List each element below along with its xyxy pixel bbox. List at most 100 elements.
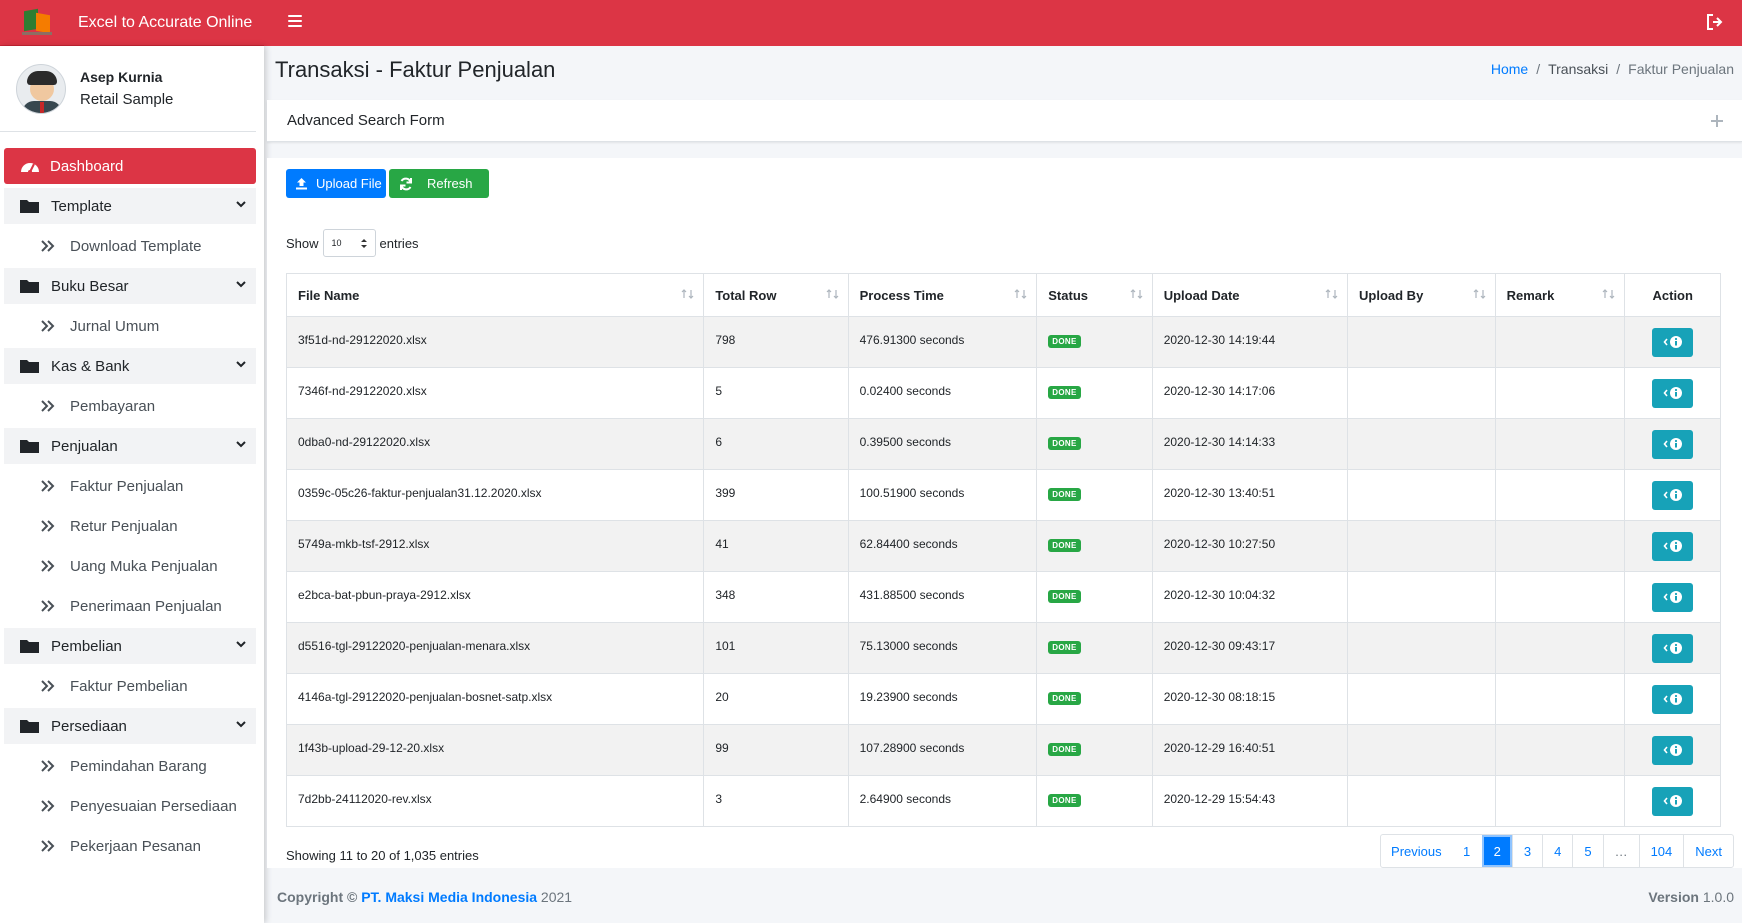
sidebar-group-penjualan[interactable]: Penjualan — [4, 428, 256, 464]
sidebar-item-retur-penjualan[interactable]: Retur Penjualan — [4, 508, 256, 544]
user-role: Retail Sample — [80, 91, 174, 108]
detail-button[interactable] — [1652, 786, 1694, 816]
sidebar-item-penyesuaian-persediaan[interactable]: Penyesuaian Persediaan — [4, 788, 256, 824]
column-header-total-row[interactable]: Total Row — [703, 273, 849, 317]
column-header-upload-by[interactable]: Upload By — [1347, 273, 1496, 317]
action-cell — [1624, 367, 1721, 419]
sidebar-item-download-template[interactable]: Download Template — [4, 228, 256, 264]
column-header-upload-date[interactable]: Upload Date — [1151, 273, 1349, 317]
total-row-cell: 6 — [703, 418, 849, 470]
sidebar-group-pembelian[interactable]: Pembelian — [4, 628, 256, 664]
file-name-cell: d5516-tgl-29122020-penjualan-menara.xlsx — [285, 622, 705, 674]
detail-button[interactable] — [1652, 480, 1694, 510]
sidebar-item-label: Download Template — [70, 237, 202, 255]
pagination-previous[interactable]: Previous — [1391, 843, 1442, 859]
process-time-cell: 107.28900 seconds — [847, 724, 1038, 776]
detail-button[interactable] — [1652, 735, 1694, 765]
detail-button[interactable] — [1652, 378, 1694, 408]
sidebar-item-label: Uang Muka Penjualan — [70, 557, 218, 575]
info-icon — [1663, 795, 1682, 807]
status-badge: DONE — [1048, 436, 1081, 450]
file-name-cell: 3f51d-nd-29122020.xlsx — [285, 316, 705, 368]
pagination-page[interactable]: 2 — [1481, 835, 1512, 867]
table-row: 0dba0-nd-29122020.xlsx 6 0.39500 seconds DO… — [285, 418, 1721, 470]
column-header-status[interactable]: Status — [1036, 273, 1153, 317]
upload-date-cell: 2020-12-30 14:19:44 — [1151, 316, 1349, 368]
sort-icon — [1130, 289, 1143, 299]
logout-icon[interactable] — [1706, 14, 1724, 30]
pagination-page[interactable]: 5 — [1572, 835, 1602, 867]
hamburger-menu-icon[interactable] — [288, 15, 302, 27]
detail-button[interactable] — [1652, 633, 1694, 663]
sidebar-group-kas-bank[interactable]: Kas & Bank — [4, 348, 256, 384]
file-name-cell: 7d2bb-24112020-rev.xlsx — [285, 775, 705, 827]
sidebar-item-pemindahan-barang[interactable]: Pemindahan Barang — [4, 748, 256, 784]
sidebar-item-faktur-pembelian[interactable]: Faktur Pembelian — [4, 668, 256, 704]
detail-button[interactable] — [1652, 684, 1694, 714]
double-chevron-right-icon — [41, 840, 55, 852]
file-name-cell: 7346f-nd-29122020.xlsx — [285, 367, 705, 419]
pagination: Previous 1 2 3 4 5… 104 Next — [1380, 834, 1734, 868]
folder-icon — [20, 280, 39, 293]
detail-button[interactable] — [1652, 327, 1694, 357]
refresh-button[interactable]: Refresh — [389, 169, 489, 198]
sidebar-group-template[interactable]: Template — [4, 188, 256, 224]
action-cell — [1624, 775, 1721, 827]
action-cell — [1624, 316, 1721, 368]
status-badge: DONE — [1048, 742, 1081, 756]
remark-cell — [1494, 775, 1626, 827]
pagination-next[interactable]: Next — [1683, 835, 1733, 867]
sidebar-item-jurnal-umum[interactable]: Jurnal Umum — [4, 308, 256, 344]
version-label: Version — [1648, 889, 1699, 905]
status-badge: DONE — [1048, 487, 1081, 501]
entries-select[interactable]: 10 — [322, 229, 376, 257]
sidebar-item-uang-muka-penjualan[interactable]: Uang Muka Penjualan — [4, 548, 256, 584]
sidebar-group-label: Penjualan — [51, 437, 118, 455]
table-row: 3f51d-nd-29122020.xlsx 798 476.91300 secon… — [285, 316, 1721, 368]
pagination-page[interactable]: 1 — [1463, 843, 1471, 859]
table-row: 7d2bb-24112020-rev.xlsx 3 2.64900 seconds D… — [285, 775, 1721, 827]
sidebar-item-faktur-penjualan[interactable]: Faktur Penjualan — [4, 468, 256, 504]
process-time-cell: 2.64900 seconds — [847, 775, 1038, 827]
pagination-page[interactable]: 104 — [1638, 835, 1684, 867]
column-header-remark[interactable]: Remark — [1494, 273, 1626, 317]
sidebar-group-label: Persediaan — [51, 717, 127, 735]
sidebar-group-persediaan[interactable]: Persediaan — [4, 708, 256, 744]
folder-icon — [20, 440, 39, 453]
company-link[interactable]: PT. Maksi Media Indonesia — [361, 889, 538, 905]
sidebar-item-dashboard[interactable]: Dashboard — [4, 148, 256, 184]
advanced-search-card[interactable]: Advanced Search Form — [267, 100, 1742, 142]
expand-plus-icon[interactable] — [1710, 114, 1724, 128]
breadcrumb-home-link[interactable]: Home — [1490, 61, 1529, 77]
status-cell: DONE — [1036, 724, 1153, 776]
upload-date-cell: 2020-12-29 15:54:43 — [1151, 775, 1349, 827]
sidebar-item-label: Penyesuaian Persediaan — [70, 797, 237, 815]
user-panel[interactable]: Asep Kurnia Retail Sample — [0, 46, 256, 132]
pagination-page[interactable]: 3 — [1511, 835, 1542, 867]
upload-date-cell: 2020-12-30 08:18:15 — [1151, 673, 1349, 725]
column-header-file-name[interactable]: File Name — [285, 273, 705, 317]
sidebar-item-pembayaran[interactable]: Pembayaran — [4, 388, 256, 424]
process-time-cell: 19.23900 seconds — [847, 673, 1038, 725]
status-cell: DONE — [1036, 571, 1153, 623]
copyright-year: 2021 — [540, 889, 573, 905]
brand[interactable]: Excel to Accurate Online — [0, 0, 264, 46]
upload-by-cell — [1347, 469, 1496, 521]
detail-button[interactable] — [1652, 582, 1694, 612]
total-row-cell: 3 — [703, 775, 849, 827]
sidebar-menu: Dashboard Template Download Template Buku … — [0, 132, 264, 864]
detail-button[interactable] — [1652, 531, 1694, 561]
sidebar-item-penerimaan-penjualan[interactable]: Penerimaan Penjualan — [4, 588, 256, 624]
upload-file-button[interactable]: Upload File — [286, 169, 386, 198]
pagination-page[interactable]: 4 — [1542, 835, 1572, 867]
detail-button[interactable] — [1652, 429, 1694, 459]
sidebar-group-buku-besar[interactable]: Buku Besar — [4, 268, 256, 304]
upload-by-cell — [1347, 724, 1496, 776]
column-header-process-time[interactable]: Process Time — [847, 273, 1038, 317]
info-icon — [1663, 642, 1682, 654]
sidebar: Asep Kurnia Retail Sample Dashboard Temp… — [0, 46, 264, 923]
sidebar-item-pekerjaan-pesanan[interactable]: Pekerjaan Pesanan — [4, 828, 256, 864]
column-header-label: Upload Date — [1163, 287, 1240, 303]
sort-icon — [826, 289, 839, 299]
info-icon — [1663, 387, 1682, 399]
